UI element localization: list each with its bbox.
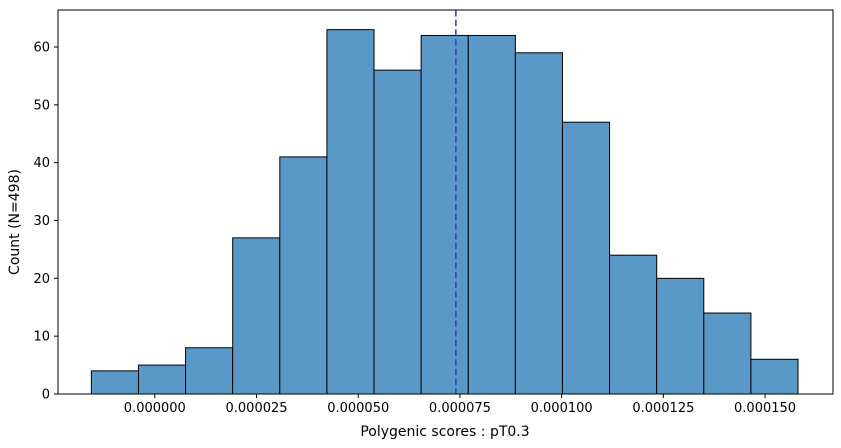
x-tick-label: 0.000025 bbox=[226, 401, 288, 416]
histogram-bar bbox=[279, 156, 328, 395]
histogram-bar bbox=[561, 121, 611, 395]
x-tick-label: 0.000150 bbox=[734, 401, 796, 416]
x-axis-label: Polygenic scores : pT0.3 bbox=[360, 424, 530, 440]
y-tick-label: 0 bbox=[42, 388, 50, 403]
x-tick-label: 0.000000 bbox=[124, 401, 186, 416]
histogram-bar bbox=[467, 34, 516, 395]
y-axis-label: Count (N=498) bbox=[7, 169, 23, 275]
x-tick-label: 0.000050 bbox=[327, 401, 389, 416]
y-tick-label: 40 bbox=[33, 156, 50, 171]
plot-border bbox=[57, 9, 834, 395]
histogram-bar bbox=[420, 34, 469, 395]
histogram-bar bbox=[90, 370, 139, 395]
histogram-bar bbox=[232, 237, 281, 395]
histogram-bar bbox=[514, 52, 563, 395]
histogram-bar bbox=[137, 364, 187, 395]
y-tick-label: 10 bbox=[33, 330, 50, 345]
x-tick-label: 0.000075 bbox=[429, 401, 491, 416]
histogram-bar bbox=[750, 358, 799, 395]
histogram-bar bbox=[373, 69, 422, 395]
y-tick-label: 30 bbox=[33, 214, 50, 229]
histogram-bar bbox=[609, 254, 658, 395]
x-tick-label: 0.000100 bbox=[531, 401, 593, 416]
histogram-bar bbox=[185, 347, 234, 395]
y-tick-label: 20 bbox=[33, 272, 50, 287]
y-tick-label: 60 bbox=[33, 41, 50, 56]
histogram-bar bbox=[656, 277, 705, 395]
histogram-bar bbox=[703, 312, 752, 395]
y-tick-label: 50 bbox=[33, 98, 50, 113]
x-tick-label: 0.000125 bbox=[632, 401, 694, 416]
histogram-bar bbox=[326, 29, 375, 395]
